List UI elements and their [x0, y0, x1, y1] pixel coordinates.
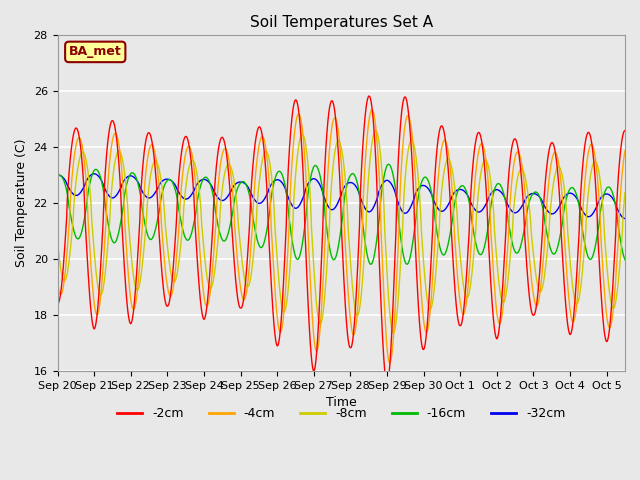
-8cm [152, 158, 160, 164]
-32cm [54, 172, 61, 178]
-2cm [152, 174, 160, 180]
Legend: -2cm, -4cm, -8cm, -16cm, -32cm: -2cm, -4cm, -8cm, -16cm, -32cm [112, 402, 570, 425]
-16cm [271, 175, 279, 181]
-2cm [549, 141, 557, 146]
-2cm [118, 228, 126, 233]
-32cm [610, 198, 618, 204]
-32cm [296, 202, 304, 207]
-32cm [271, 178, 279, 183]
Title: Soil Temperatures Set A: Soil Temperatures Set A [250, 15, 433, 30]
Line: -4cm: -4cm [58, 110, 625, 363]
-16cm [54, 174, 61, 180]
-8cm [390, 330, 397, 336]
Line: -32cm: -32cm [58, 174, 625, 218]
-4cm [549, 152, 557, 158]
-4cm [296, 112, 303, 118]
-4cm [152, 156, 160, 161]
-16cm [549, 251, 557, 257]
-32cm [621, 216, 629, 221]
-16cm [118, 210, 126, 216]
-4cm [611, 297, 618, 302]
-8cm [372, 128, 380, 133]
-16cm [611, 196, 618, 202]
-4cm [368, 107, 376, 113]
-8cm [54, 240, 61, 246]
-2cm [271, 333, 279, 339]
-8cm [611, 305, 618, 311]
Text: BA_met: BA_met [69, 46, 122, 59]
Y-axis label: Soil Temperature (C): Soil Temperature (C) [15, 139, 28, 267]
-32cm [90, 171, 98, 177]
-4cm [621, 148, 629, 154]
-2cm [365, 93, 373, 99]
-8cm [296, 137, 303, 143]
-16cm [367, 262, 374, 267]
-32cm [152, 188, 160, 194]
-8cm [549, 183, 557, 189]
-16cm [152, 225, 160, 230]
Line: -8cm: -8cm [58, 131, 625, 333]
-8cm [118, 156, 126, 161]
-2cm [611, 259, 618, 264]
-4cm [386, 360, 394, 366]
X-axis label: Time: Time [326, 396, 356, 409]
-8cm [621, 190, 629, 195]
-32cm [118, 180, 126, 186]
-2cm [54, 300, 61, 306]
-16cm [621, 257, 629, 263]
-8cm [271, 227, 279, 233]
-2cm [296, 118, 303, 123]
Line: -16cm: -16cm [58, 164, 625, 264]
-2cm [383, 383, 391, 388]
-4cm [54, 280, 61, 286]
Line: -2cm: -2cm [58, 96, 625, 385]
-32cm [549, 211, 557, 216]
-4cm [118, 173, 126, 179]
-16cm [296, 253, 303, 259]
-4cm [271, 289, 279, 295]
-16cm [385, 161, 392, 167]
-2cm [621, 128, 629, 133]
